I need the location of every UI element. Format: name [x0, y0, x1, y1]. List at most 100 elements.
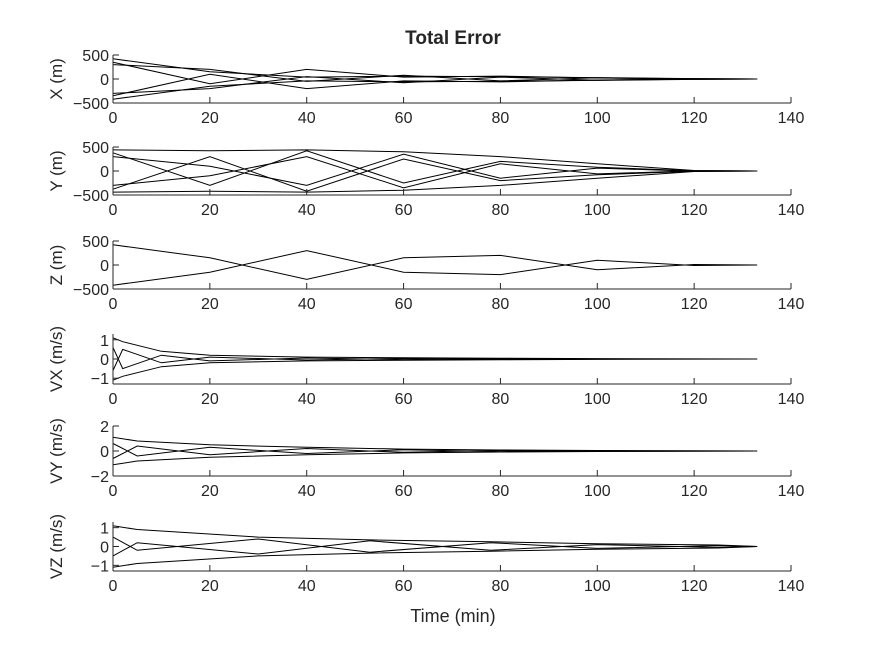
x-tick-label: 60: [395, 483, 413, 500]
series-line-4: [112, 445, 758, 459]
series-line-2: [112, 546, 758, 568]
x-tick-label: 40: [298, 296, 316, 313]
x-tick-label: 120: [681, 110, 708, 127]
series-group: [112, 337, 758, 381]
x-tick-label: 140: [778, 296, 805, 313]
series-line-1: [112, 244, 758, 280]
x-tick-label: 20: [201, 110, 219, 127]
series-line-2: [112, 450, 758, 466]
x-tick-label: 100: [584, 202, 611, 219]
x-tick-label: 60: [395, 296, 413, 313]
series-line-1: [112, 436, 758, 452]
x-tick-label: 0: [109, 202, 118, 219]
y-axis-label: VZ (m/s): [47, 514, 66, 579]
x-tick-label: 20: [201, 296, 219, 313]
y-axis-label: Z (m): [47, 245, 66, 286]
x-tick-label: 60: [395, 110, 413, 127]
x-tick-label: 100: [584, 578, 611, 595]
y-tick-label: −500: [73, 188, 109, 205]
x-tick-label: 0: [109, 296, 118, 313]
series-group: [112, 149, 758, 193]
x-tick-label: 80: [492, 483, 510, 500]
x-tick-label: 40: [298, 202, 316, 219]
x-tick-label: 0: [109, 483, 118, 500]
y-axis-label: VX (m/s): [47, 326, 66, 392]
y-tick-label: 0: [100, 540, 109, 557]
x-tick-label: 100: [584, 110, 611, 127]
y-tick-label: −1: [91, 371, 109, 388]
x-tick-label: 120: [681, 296, 708, 313]
y-tick-label: −2: [91, 469, 109, 486]
subplot-6: 0 20 40 60 80 100 120 140 −10 1 VZ (m/s): [47, 514, 804, 595]
y-tick-label: 500: [82, 140, 109, 157]
series-line-3: [112, 536, 758, 553]
x-tick-label: 0: [109, 110, 118, 127]
x-tick-label: 40: [298, 391, 316, 408]
x-tick-label: 60: [395, 578, 413, 595]
series-group: [112, 436, 758, 466]
x-tick-label: 0: [109, 391, 118, 408]
x-tick-label: 40: [298, 483, 316, 500]
series-line-4: [112, 348, 758, 371]
x-tick-label: 120: [681, 483, 708, 500]
series-group: [112, 58, 758, 100]
x-tick-label: 100: [584, 296, 611, 313]
series-line-2: [112, 358, 758, 381]
chart-title: Total Error: [405, 28, 501, 49]
y-axis-label: X (m): [47, 58, 66, 100]
y-tick-label: 500: [82, 234, 109, 251]
x-tick-label: 80: [492, 110, 510, 127]
x-axis-label: Time (min): [410, 606, 495, 626]
x-tick-label: 80: [492, 391, 510, 408]
y-axis-label: VY (m/s): [47, 418, 66, 484]
x-tick-label: 100: [584, 391, 611, 408]
series-line-1: [112, 525, 758, 547]
x-tick-label: 80: [492, 578, 510, 595]
series-line-1: [112, 337, 758, 360]
series-line-6: [112, 156, 758, 189]
x-tick-label: 60: [395, 391, 413, 408]
series-line-1: [112, 149, 758, 172]
y-tick-label: −1: [91, 558, 109, 575]
x-tick-label: 80: [492, 296, 510, 313]
x-tick-label: 60: [395, 202, 413, 219]
y-tick-label: −500: [73, 96, 109, 113]
x-tick-label: 140: [778, 391, 805, 408]
series-group: [112, 244, 758, 286]
x-tick-label: 140: [778, 202, 805, 219]
series-line-4: [112, 540, 758, 557]
x-tick-label: 0: [109, 578, 118, 595]
x-tick-label: 120: [681, 391, 708, 408]
x-tick-label: 140: [778, 578, 805, 595]
series-group: [112, 525, 758, 568]
y-tick-label: 0: [100, 72, 109, 89]
y-tick-label: 1: [100, 521, 109, 538]
series-line-6: [112, 76, 758, 94]
y-tick-label: 500: [82, 48, 109, 65]
y-tick-label: 0: [100, 444, 109, 461]
x-tick-label: 20: [201, 391, 219, 408]
y-tick-label: 1: [100, 333, 109, 350]
y-tick-label: 0: [100, 258, 109, 275]
x-tick-label: 40: [298, 110, 316, 127]
y-tick-label: 0: [100, 164, 109, 181]
y-tick-label: 0: [100, 352, 109, 369]
x-tick-label: 100: [584, 483, 611, 500]
x-tick-label: 80: [492, 202, 510, 219]
y-axis-label: Y (m): [47, 150, 66, 191]
x-tick-label: 140: [778, 483, 805, 500]
x-tick-label: 120: [681, 202, 708, 219]
x-tick-label: 40: [298, 578, 316, 595]
series-line-5: [112, 153, 758, 186]
x-tick-label: 20: [201, 202, 219, 219]
y-tick-label: −500: [73, 282, 109, 299]
series-line-2: [112, 250, 758, 286]
y-tick-label: 2: [100, 419, 109, 436]
x-tick-label: 140: [778, 110, 805, 127]
